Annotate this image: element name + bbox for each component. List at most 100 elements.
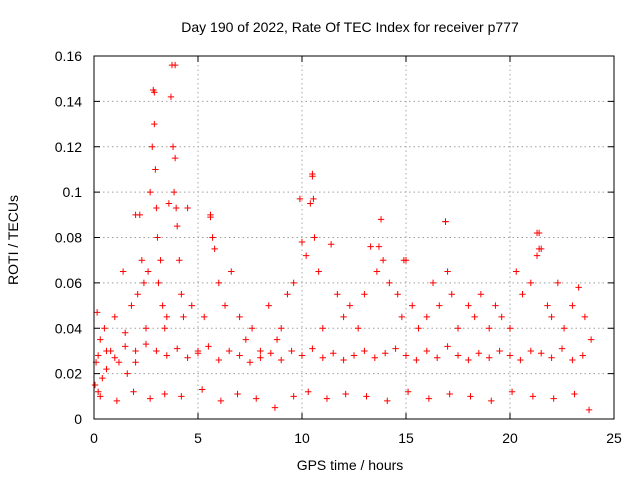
data-point [394,291,401,298]
data-point [361,291,368,298]
data-point [298,352,306,359]
data-point [305,388,312,395]
data-point [153,204,160,212]
data-point [159,302,166,309]
data-point [142,325,150,332]
data-point [429,279,437,287]
data-point [209,234,216,241]
data-point [446,390,453,398]
data-point [132,359,139,366]
data-point [298,238,306,246]
data-point [215,279,222,287]
data-point [188,302,195,309]
x-tick-label: 0 [90,430,98,446]
data-point [119,268,127,275]
data-point [152,166,159,173]
data-point [571,390,578,398]
data-point [211,245,218,253]
data-point [94,388,102,395]
data-point [379,256,387,264]
data-point [103,365,110,373]
data-point [508,388,516,395]
data-point [157,256,164,264]
data-point [315,268,322,275]
data-point [506,352,514,359]
data-point [402,352,410,359]
data-point [533,252,541,259]
data-point [153,347,160,355]
y-tick-label: 0.12 [55,139,82,155]
data-point [498,313,505,321]
data-point [334,291,341,298]
data-point [579,352,586,359]
data-point [97,336,104,343]
data-point [488,397,495,405]
data-point [492,302,499,309]
data-point [519,291,526,298]
data-point [319,354,326,361]
data-point [163,352,170,359]
data-point [340,313,347,321]
x-tick-label: 5 [194,430,202,446]
data-point [296,195,304,203]
data-point [307,200,314,207]
data-point [544,302,551,309]
data-point [354,325,362,332]
data-point [404,388,412,395]
y-tick-label: 0.02 [55,366,82,382]
data-point [103,347,110,355]
data-point [228,268,235,275]
data-point [384,397,391,405]
data-point [176,256,183,264]
y-tick-label: 0.08 [55,230,82,246]
y-tick-label: 0.04 [55,320,82,336]
data-point [375,243,383,250]
y-tick-label: 0.14 [55,93,82,109]
data-marks [91,61,595,414]
data-point [554,279,562,287]
data-point [346,302,354,309]
data-point [132,347,139,355]
data-point [167,93,175,101]
data-point [475,350,482,357]
data-point [171,61,179,69]
x-tick-label: 15 [398,430,414,446]
chart-title: Day 190 of 2022, Rate Of TEC Index for r… [181,19,519,35]
data-point [575,284,582,291]
data-point [513,268,520,275]
data-point [161,390,168,398]
data-point [382,350,389,357]
data-point [267,350,274,357]
data-point [527,347,534,355]
data-point [248,325,256,332]
data-point [398,313,406,321]
data-point [215,356,222,364]
data-point [278,325,285,332]
data-point [284,291,291,298]
data-point [151,120,158,128]
data-point [163,313,170,321]
x-axis-label: GPS time / hours [297,457,404,473]
data-point [415,325,422,332]
data-point [535,245,543,253]
data-point [184,204,191,212]
data-point [170,188,178,196]
data-point [174,222,181,230]
data-point [221,302,229,309]
data-point [91,381,99,389]
data-point [527,279,534,287]
data-point [122,343,129,350]
data-point [409,302,416,309]
data-point [330,350,337,357]
grid-lines [94,56,614,419]
data-point [310,195,317,203]
data-point [242,336,250,343]
data-point [178,393,185,400]
data-point [194,350,202,357]
data-point [311,234,318,241]
data-point [423,313,430,321]
data-point [130,388,137,395]
data-point [529,393,537,400]
data-point [486,325,493,332]
data-point [496,347,503,355]
